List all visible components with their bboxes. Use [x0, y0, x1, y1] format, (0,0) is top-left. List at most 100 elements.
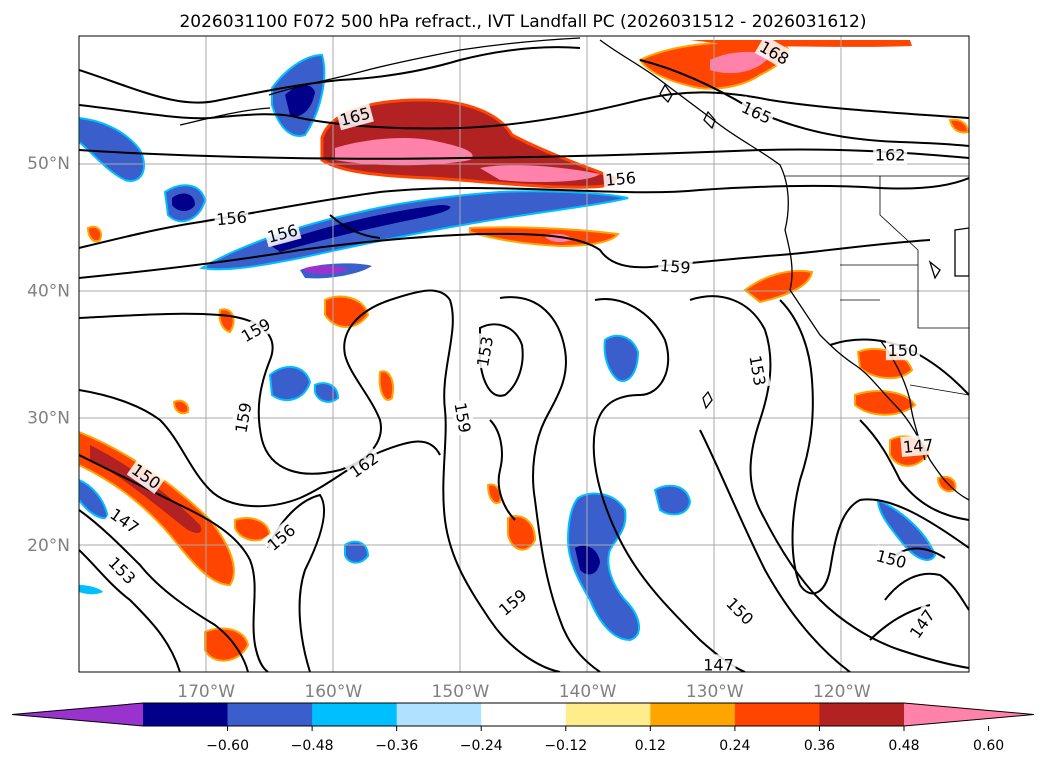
x-tick-label: 140°W [559, 682, 617, 702]
contour-label-bg [335, 102, 374, 131]
x-tick-label: 130°W [686, 682, 744, 702]
contour-line [499, 296, 601, 672]
contour-label: 156 [605, 168, 637, 190]
contour-label-bg [230, 399, 256, 437]
x-tick-label: 150°W [432, 682, 490, 702]
contour-line [79, 509, 249, 672]
contour-line [592, 298, 746, 672]
coastline [954, 227, 969, 277]
ivt-negative-region [653, 484, 692, 516]
ivt-negative-region [285, 84, 315, 117]
contour-line [79, 454, 269, 672]
colorbar-tick-label: 0.60 [973, 738, 1004, 754]
contour-line [884, 572, 969, 611]
contour-label-bg [261, 518, 301, 556]
colorbar-swatch [312, 703, 398, 726]
colorbar-swatch [227, 703, 313, 726]
x-tick-label: 160°W [304, 682, 362, 702]
colorbar-swatch [565, 703, 651, 726]
x-tick-label: 120°W [813, 682, 871, 702]
ivt-positive-region [86, 225, 102, 243]
colorbar-tick-label: −0.24 [460, 738, 503, 754]
contour-line [859, 419, 969, 521]
y-tick-label: 40°N [27, 281, 70, 301]
contour-line [639, 59, 969, 147]
contour-label-bg [236, 312, 276, 347]
contour-label: 156 [216, 208, 248, 230]
gridlines [79, 36, 969, 672]
coastline [179, 107, 271, 126]
map-frame [78, 35, 970, 673]
ivt-negative-region [305, 265, 348, 275]
contour-line [267, 493, 326, 672]
colorbar-swatch [481, 703, 567, 726]
contour-label: 147 [703, 655, 734, 674]
ivt-negative-region [270, 205, 451, 252]
contour-label-bg [450, 399, 476, 437]
colorbar-swatch [650, 703, 736, 726]
ivt-negative-region [79, 116, 145, 182]
contour-line [329, 214, 381, 239]
contour-label: 150 [888, 341, 919, 360]
contour-label-bg [493, 583, 533, 621]
contour-line [79, 289, 561, 672]
ivt-positive-region [172, 399, 190, 415]
colorbar-tick-label: 0.48 [888, 738, 919, 754]
ivt-positive-region [507, 515, 537, 551]
contour-label: 147 [902, 435, 934, 457]
coastline [599, 39, 969, 501]
ivt-positive-region [378, 370, 394, 401]
colorbar-extend-low [12, 703, 143, 726]
ivt-negative-region [268, 366, 312, 402]
ivt-negative-region [603, 334, 640, 382]
contour-label-bg [105, 502, 145, 539]
chart-title: 2026031100 F072 500 hPa refract., IVT La… [179, 12, 866, 32]
border [879, 176, 969, 329]
contour-line [79, 148, 969, 160]
colorbar-swatch [819, 703, 905, 726]
contour-label-bg [126, 458, 167, 495]
x-axis-tick-labels: 170°W 160°W 150°W 140°W 130°W 120°W [177, 682, 871, 702]
contour-label-bg [344, 446, 384, 483]
ivt-negative-region [172, 193, 195, 211]
colorbar-tick-label: −0.12 [544, 738, 587, 754]
contour-label-bg [885, 340, 920, 361]
contour-line [779, 299, 969, 595]
contour-label: 159 [659, 256, 691, 278]
contour-line [479, 323, 524, 397]
ivt-positive-region [480, 165, 600, 182]
contour-line [489, 419, 516, 521]
ivt-positive-region [743, 269, 814, 304]
contour-label-bg [657, 254, 694, 278]
contour-label-bg [737, 96, 777, 129]
contour-line [79, 177, 969, 249]
colorbar-outline [11, 702, 1035, 727]
contour-label-bg [872, 544, 911, 573]
y-axis-tick-labels: 20°N 30°N 40°N 50°N [27, 154, 70, 556]
contour-label-bg [904, 604, 940, 644]
contour-line [79, 46, 581, 104]
colorbar-tick-label: 0.12 [635, 738, 666, 754]
contour-label-bg [213, 206, 250, 230]
contour-line [79, 389, 441, 508]
border [909, 384, 969, 396]
ivt-negative-anomalies [79, 53, 937, 642]
ivt-negative-region [344, 540, 370, 564]
contour-label-bg [745, 352, 771, 390]
colorbar-tick-label: −0.36 [375, 738, 418, 754]
contour-label-bg [263, 219, 302, 248]
colorbar-tick-label: −0.48 [291, 738, 334, 754]
contour-line [689, 295, 969, 669]
coastline [928, 260, 941, 280]
ivt-positive-region [710, 51, 770, 74]
colorbar-tick-label: 0.24 [719, 738, 750, 754]
colorbar-swatch [396, 703, 482, 726]
coastline [659, 83, 673, 104]
colorbar-swatch [143, 703, 229, 726]
contour-label-bg [873, 144, 908, 165]
y-tick-label: 20°N [27, 536, 70, 556]
ivt-positive-region [690, 40, 912, 47]
contour-lines [79, 46, 969, 672]
